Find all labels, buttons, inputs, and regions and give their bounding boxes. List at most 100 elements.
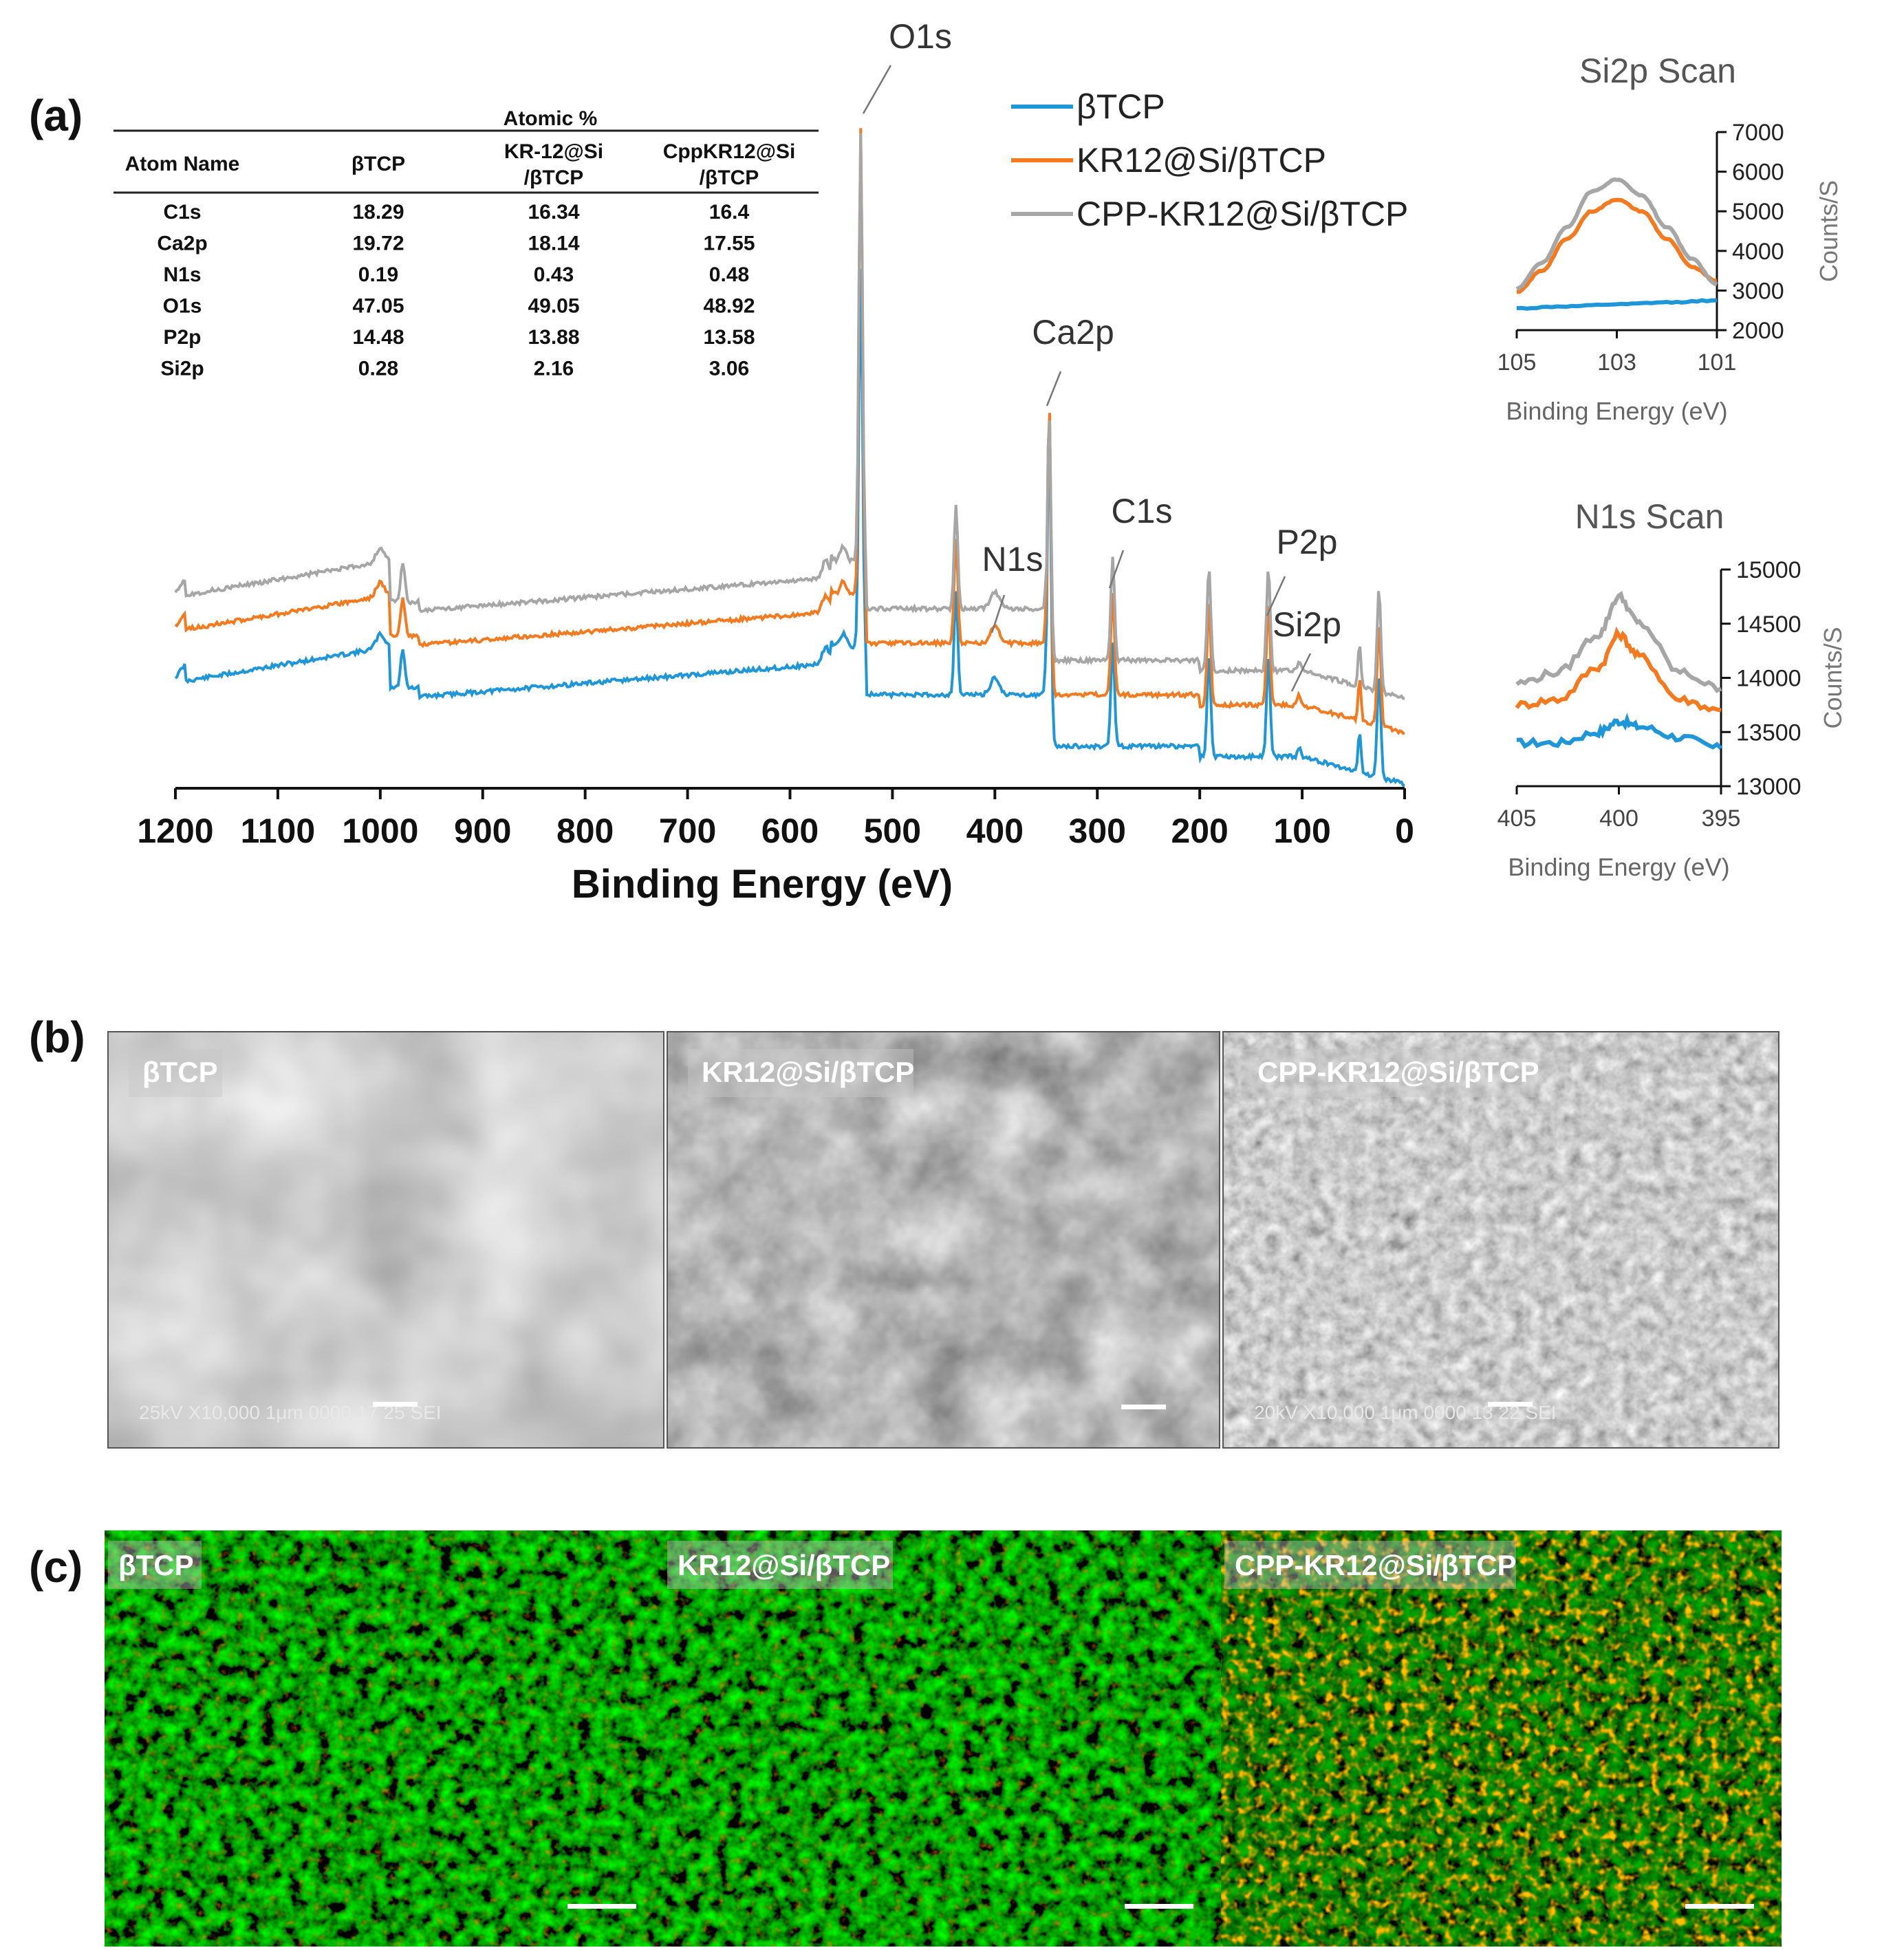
table-header-line: CppKR12@Si (663, 140, 796, 163)
table-header-line: /βTCP (524, 166, 584, 189)
fluor-scale-bar (567, 1904, 636, 1909)
inset-y-tick-label: 5000 (1732, 199, 1784, 225)
peak-label: P2p (1277, 523, 1338, 561)
panel-label-c: (c) (29, 1542, 83, 1592)
sem-scale-bar (1488, 1402, 1533, 1407)
legend: βTCP KR12@Si/βTCP CPP-KR12@Si/βTCP (1011, 87, 1408, 233)
fluor-label-box (667, 1541, 893, 1589)
peak-label: Ca2p (1032, 313, 1114, 351)
table-cell: 48.92 (703, 295, 755, 318)
fluor-label-box (1224, 1541, 1516, 1589)
panel-label-a: (a) (29, 91, 83, 140)
x-tick-label: 900 (454, 812, 511, 850)
peak-pointer (1108, 550, 1125, 589)
inset-y-tick-label: 13000 (1736, 774, 1802, 800)
fluor-label: βTCP (118, 1549, 194, 1581)
sem-texture (1223, 1032, 1779, 1448)
inset-y-axis-title: Counts/S (1815, 180, 1843, 282)
series-cpp-line (174, 133, 1405, 700)
table-cell: 14.48 (352, 326, 404, 349)
table-cell: 18.29 (352, 201, 404, 224)
table-header-cell: βTCP (351, 153, 405, 175)
sem-texture (667, 1032, 1220, 1448)
x-tick-label: 300 (1069, 812, 1126, 850)
x-tick-label: 400 (966, 812, 1024, 850)
fluor-scale-bar (1685, 1904, 1754, 1909)
atomic-percent-table: Atomic %Atom Name βTCPKR-12@Si/βTCPCppKR1… (113, 107, 819, 380)
fluor-image-cpp: CPP-KR12@Si/βTCP (1221, 1530, 1782, 1950)
fluor-image-kr12: KR12@Si/βTCP (664, 1530, 1221, 1950)
inset-y-tick-label: 4000 (1732, 239, 1784, 265)
fluor-label: CPP-KR12@Si/βTCP (1235, 1549, 1517, 1581)
table-cell: N1s (163, 263, 201, 286)
survey-spectrum-chart: 1200 1100 1000 900 800 700 600 500 400 300 200 100 0… (137, 17, 1414, 907)
table-cell: Ca2p (157, 232, 207, 255)
series-kr12-line (174, 128, 1405, 736)
table-cell: 0.48 (709, 263, 749, 286)
table-cell: 49.05 (528, 295, 579, 318)
inset-y-tick-label: 15000 (1736, 557, 1802, 583)
panel-label-b: (b) (29, 1012, 85, 1062)
inset-y-tick-label: 2000 (1732, 318, 1784, 344)
table-cell: Si2p (160, 358, 204, 380)
fluor-image-btcp: βTCP (105, 1530, 664, 1950)
inset-y-axis-title: Counts/S (1819, 627, 1847, 728)
legend-item-label: KR12@Si/βTCP (1077, 141, 1326, 180)
fluor-scale-bar (1125, 1904, 1193, 1909)
x-tick-label: 700 (659, 812, 716, 850)
series-btcp-line (174, 268, 1405, 787)
table-cell: 0.43 (534, 263, 574, 286)
si2p-scan-inset: Si2p Scan 2000 3000 4000 5000 6000 7000 105 103 1… (1497, 52, 1843, 425)
table-cell: 0.28 (358, 358, 398, 380)
table-header-cell: CppKR12@Si/βTCP (663, 140, 796, 189)
table-header-line: /βTCP (700, 166, 759, 189)
sem-label-box (129, 1049, 222, 1097)
table-cell: P2p (163, 326, 201, 349)
x-axis-title: Binding Energy (eV) (572, 862, 953, 907)
peak-label: N1s (982, 540, 1043, 578)
inset-x-axis-title: Binding Energy (eV) (1506, 397, 1727, 425)
sem-scale-bar (1121, 1405, 1166, 1409)
x-tick-label: 0 (1395, 812, 1414, 850)
inset-y-tick-label: 14000 (1736, 666, 1802, 692)
table-header-cell: KR-12@Si/βTCP (504, 140, 603, 189)
peak-pointer (862, 65, 892, 114)
sem-image-kr12: KR12@Si/βTCP (667, 1031, 1220, 1449)
x-tick-label: 100 (1273, 812, 1330, 850)
inset-title: Si2p Scan (1579, 52, 1736, 90)
x-tick-label: 1100 (241, 812, 315, 850)
inset-x-tick-label: 395 (1702, 805, 1741, 832)
sem-label-box (688, 1049, 913, 1097)
inset-y-tick-label: 7000 (1732, 120, 1784, 146)
sem-label-box (1244, 1049, 1535, 1097)
legend-item-label: βTCP (1077, 87, 1165, 126)
inset-y-tick-label: 6000 (1732, 160, 1784, 186)
inset-series-cpp (1515, 591, 1722, 693)
inset-x-tick-label: 405 (1497, 805, 1537, 832)
table-cell: 16.4 (709, 201, 750, 224)
inset-y-tick-label: 13500 (1736, 719, 1802, 746)
inset-series-kr12 (1515, 626, 1722, 713)
sem-label: KR12@Si/βTCP (702, 1056, 914, 1088)
table-cell: 47.05 (352, 295, 404, 318)
sem-frame (667, 1031, 1220, 1449)
table-cell: 3.06 (709, 358, 749, 380)
fluor-red-channel (105, 1530, 664, 1950)
x-tick-label: 1200 (137, 812, 213, 850)
table-cell: 16.34 (528, 201, 579, 224)
x-tick-label: 800 (556, 812, 614, 850)
inset-x-axis-title: Binding Energy (eV) (1508, 853, 1729, 881)
peak-label: C1s (1112, 492, 1173, 530)
table-cell: 2.16 (534, 358, 574, 380)
sem-scale-bar (373, 1402, 418, 1407)
peak-pointer (1290, 653, 1312, 692)
fluor-red-channel (664, 1530, 1221, 1950)
x-tick-label: 500 (864, 812, 921, 850)
inset-y-tick-label: 3000 (1732, 278, 1784, 304)
table-cell: O1s (163, 295, 202, 318)
inset-x-tick-label: 103 (1597, 349, 1636, 376)
